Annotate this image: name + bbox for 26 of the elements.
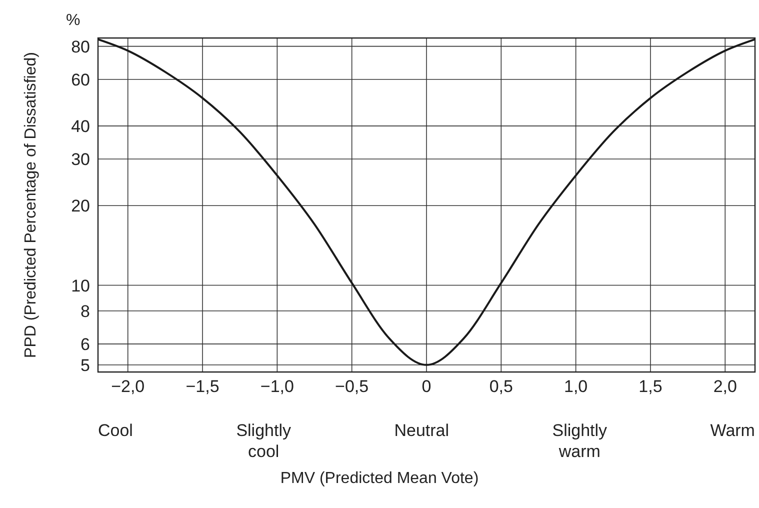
x-tick-label: 2,0 — [713, 377, 737, 396]
y-tick-label: 60 — [71, 70, 90, 90]
x-tick-label: −0,5 — [335, 377, 369, 396]
y-tick-label: 5 — [80, 356, 90, 375]
text: Warm — [710, 420, 755, 441]
text: % — [66, 12, 80, 30]
x-tick-label: −1,0 — [260, 377, 294, 396]
y-tick-label: 80 — [71, 37, 90, 56]
y-axis-title: PPD (Predicted Percentage of Dissatisfied) — [22, 51, 40, 360]
x-tick-label: 1,5 — [638, 377, 662, 396]
x-tick-label: 1,0 — [564, 377, 588, 396]
y-tick-label: 6 — [80, 334, 90, 354]
text: Slightly warm — [552, 420, 608, 462]
x-tick-label: −2,0 — [111, 377, 145, 396]
y-tick-label: 8 — [80, 302, 90, 321]
x-tick-label: 0,5 — [489, 377, 513, 396]
y-tick-label: 30 — [71, 150, 90, 170]
text: Slightly cool — [236, 420, 291, 462]
y-tick-label: 10 — [71, 276, 90, 296]
x-tick-label: −1,5 — [186, 377, 220, 396]
y-tick-label: 20 — [71, 196, 90, 216]
text: Cool — [98, 420, 133, 441]
text: Neutral — [394, 420, 450, 441]
x-axis-title: PMV (Predicted Mean Vote) — [279, 470, 480, 488]
x-tick-label: 0 — [422, 377, 432, 396]
y-tick-label: 40 — [71, 116, 90, 136]
